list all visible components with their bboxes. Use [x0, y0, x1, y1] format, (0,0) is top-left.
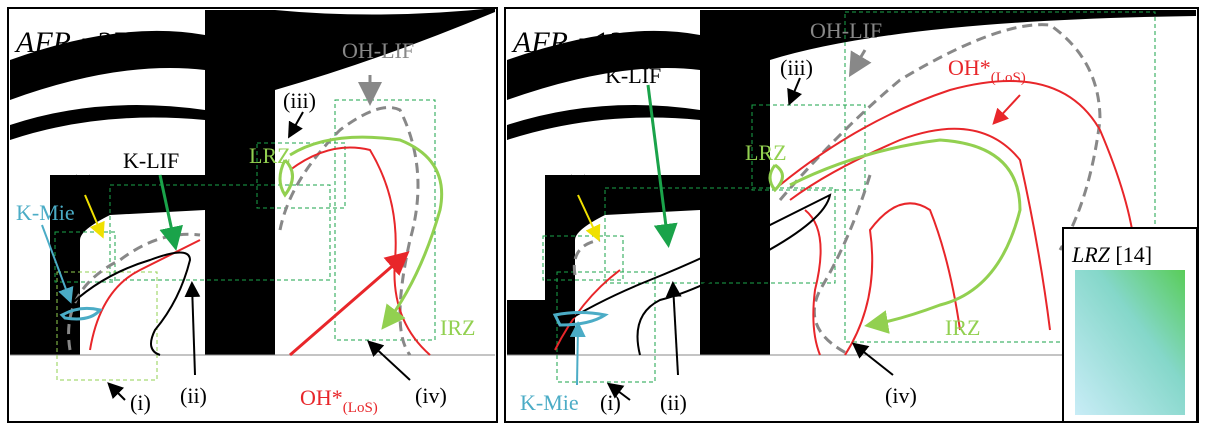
- figure: AFRp=25.1 OH-LIF (iii) K-LIF (v) K-Mie L…: [0, 0, 1205, 428]
- label: (iii): [283, 88, 316, 113]
- nozzle-body: [507, 300, 550, 355]
- nozzle-body: [10, 300, 55, 355]
- inset: LRZ [14]: [1063, 228, 1197, 422]
- label: OH-LIF: [342, 38, 414, 63]
- bluff-body: [700, 10, 770, 355]
- label: (v): [565, 170, 591, 195]
- label: LRZ: [745, 140, 787, 165]
- vector-field: [1075, 270, 1185, 415]
- label: (ii): [660, 390, 687, 415]
- label: (v): [70, 170, 96, 195]
- label: K-LIF: [123, 148, 179, 173]
- label: K-LIF: [605, 63, 661, 88]
- label: K-Mie: [16, 200, 75, 225]
- label: (ii): [180, 383, 207, 408]
- label: (iii): [780, 55, 813, 80]
- panel-left: AFRp=25.1 OH-LIF (iii) K-LIF (v) K-Mie L…: [8, 8, 497, 422]
- label: IRZ: [440, 315, 475, 340]
- label: (iv): [415, 383, 447, 408]
- label: IRZ: [945, 315, 980, 340]
- label: LRZ: [249, 143, 291, 168]
- inset-title: LRZ [14]: [1071, 242, 1152, 267]
- label: (i): [130, 390, 151, 415]
- label: (iv): [885, 383, 917, 408]
- arrow: [577, 325, 578, 385]
- label: (i): [600, 390, 621, 415]
- bluff-body: [205, 10, 275, 355]
- label: OH-LIF: [810, 18, 882, 43]
- label: K-Mie: [520, 390, 579, 415]
